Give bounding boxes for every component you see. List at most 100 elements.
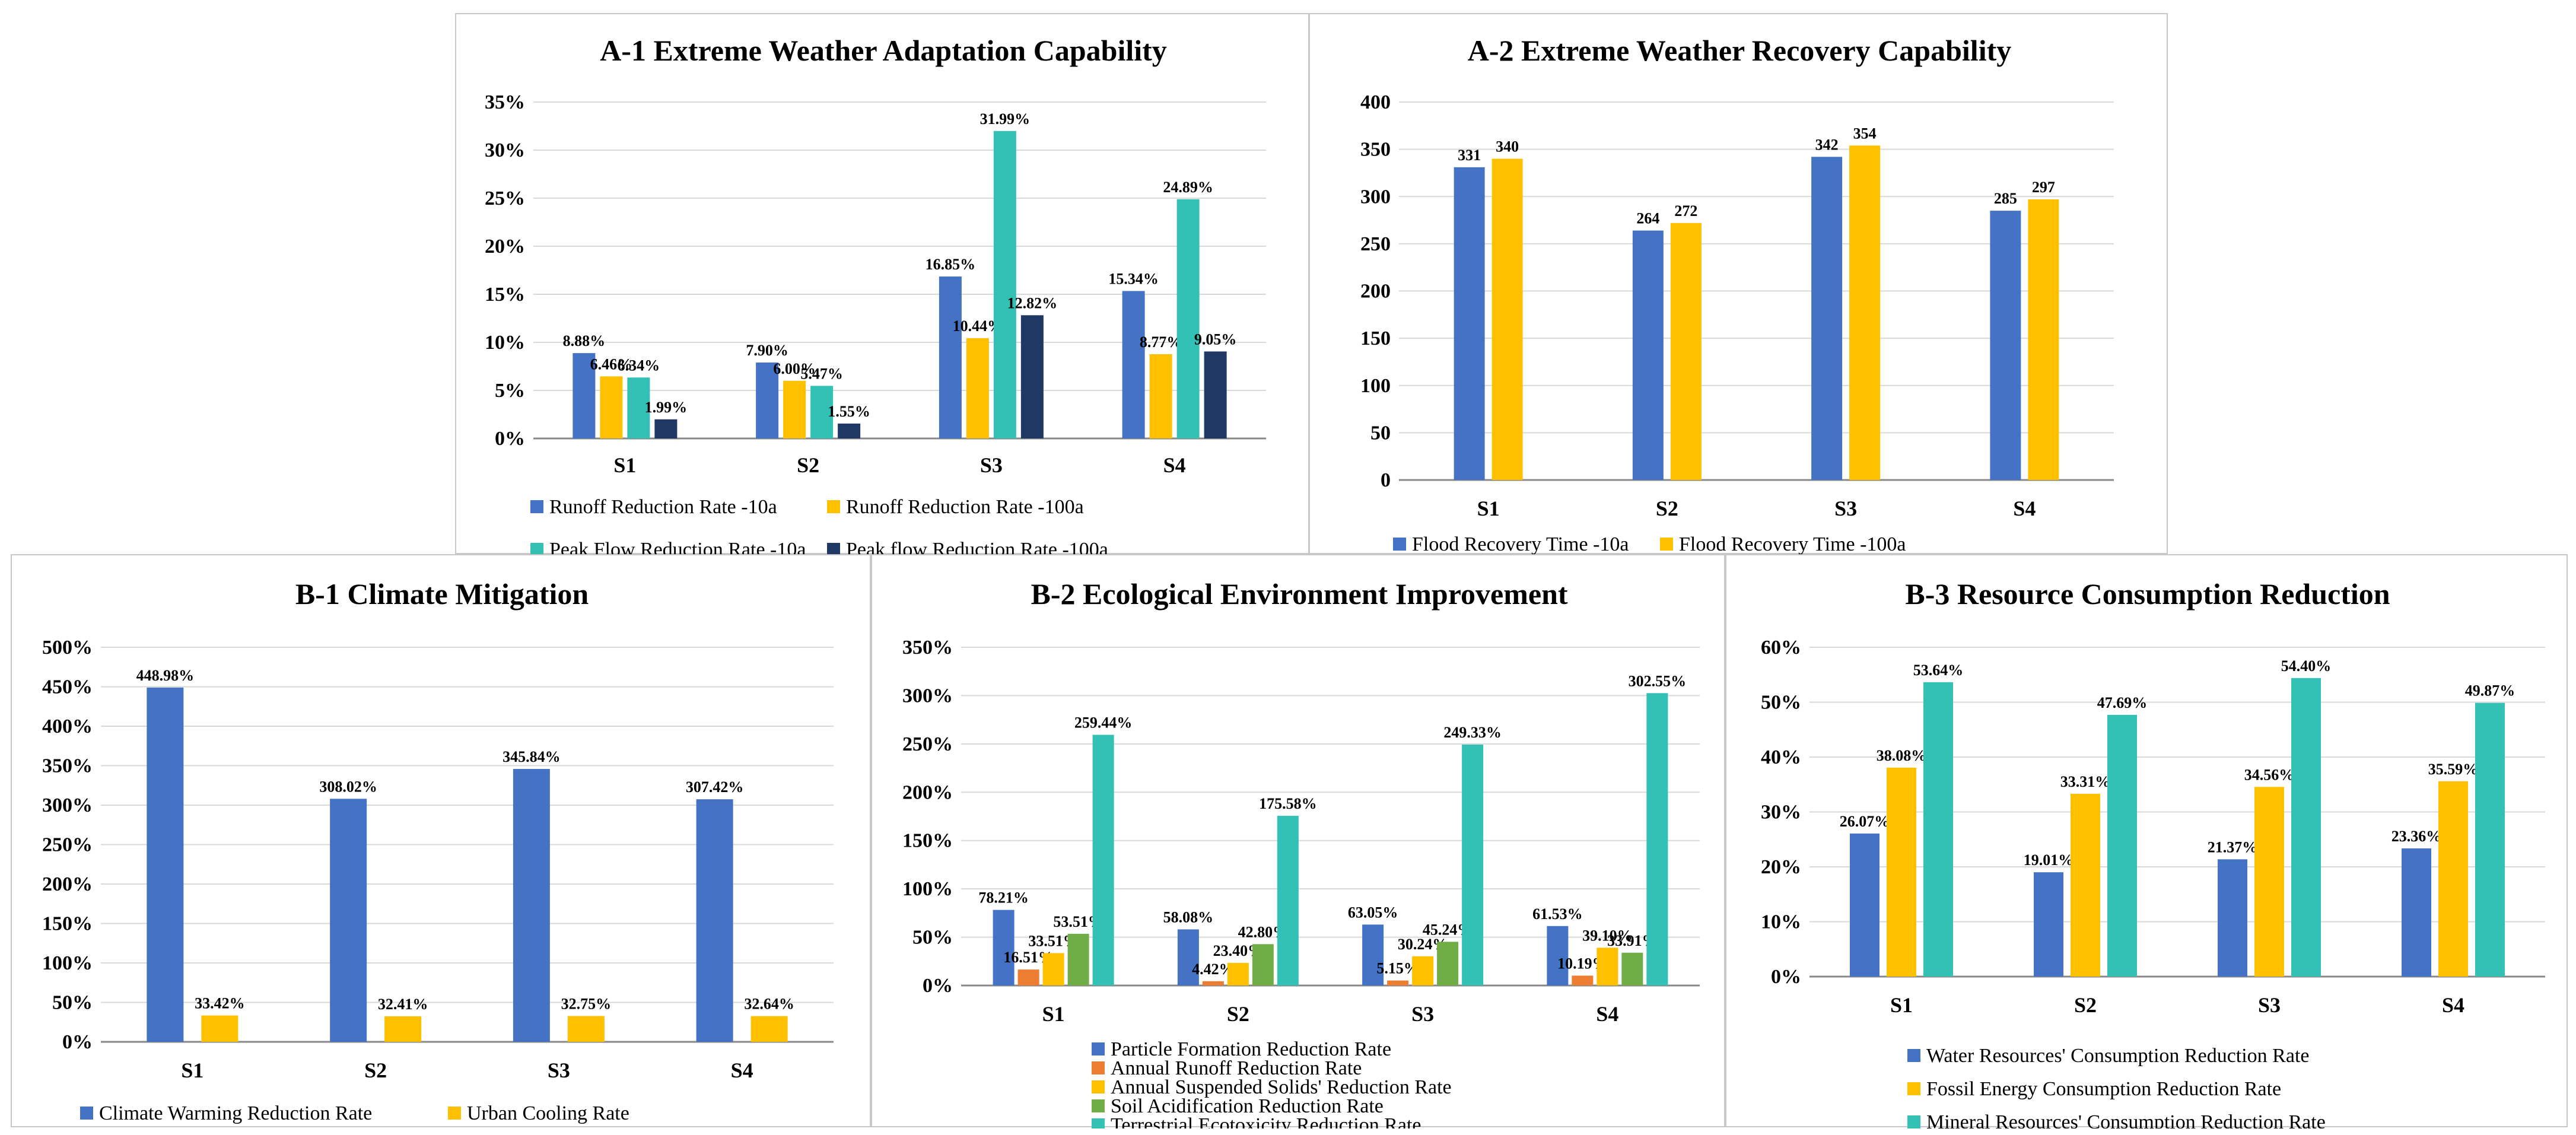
data-label: 345.84%	[503, 748, 561, 765]
y-tick-label: 40%	[1761, 746, 1801, 768]
bar	[1923, 682, 1953, 977]
bar	[1491, 158, 1523, 480]
bar	[1204, 351, 1227, 438]
bar	[1462, 744, 1484, 985]
bar	[384, 1016, 422, 1042]
y-tick-label: 0%	[923, 975, 953, 997]
data-label: 34.56%	[2244, 766, 2295, 783]
bar	[1811, 157, 1843, 480]
x-category-label: S4	[2013, 497, 2036, 520]
data-label: 12.82%	[1007, 294, 1058, 311]
bar	[1621, 952, 1643, 985]
y-tick-label: 0%	[1771, 966, 1801, 988]
legend-swatch	[1092, 1099, 1105, 1112]
data-label: 354	[1853, 125, 1877, 142]
x-category-label: S2	[364, 1058, 387, 1082]
legend-label: Annual Runoff Reduction Rate	[1111, 1057, 1362, 1079]
bar	[1850, 833, 1879, 977]
legend-label: Runoff Reduction Rate -10a	[549, 496, 777, 518]
data-label: 39.10%	[1582, 927, 1633, 944]
legend-swatch	[1393, 538, 1406, 551]
bar	[1849, 145, 1881, 480]
data-label: 448.98%	[136, 667, 195, 684]
bar	[1149, 354, 1172, 438]
legend-label: Flood Recovery Time -10a	[1412, 533, 1629, 555]
data-label: 38.08%	[1877, 747, 1927, 764]
legend-label: Soil Acidification Reduction Rate	[1111, 1095, 1384, 1117]
data-label: 272	[1674, 202, 1697, 220]
bar	[750, 1016, 788, 1042]
x-category-label: S2	[1227, 1002, 1249, 1026]
data-label: 249.33%	[1443, 724, 1502, 741]
data-label: 6.46%	[590, 355, 633, 373]
bar	[2028, 199, 2059, 480]
y-tick-label: 200%	[902, 781, 953, 803]
y-tick-label: 100%	[42, 952, 93, 974]
legend-label: Runoff Reduction Rate -100a	[846, 496, 1084, 518]
y-tick-label: 30%	[1761, 802, 1801, 824]
y-tick-label: 35%	[485, 91, 525, 113]
data-label: 35.59%	[2428, 761, 2479, 778]
data-label: 31.99%	[980, 110, 1031, 128]
bar	[1122, 291, 1145, 438]
data-label: 285	[1994, 190, 2017, 207]
y-tick-label: 150%	[902, 830, 953, 852]
bar	[2438, 781, 2468, 977]
legend-swatch	[1092, 1061, 1105, 1074]
data-label: 32.41%	[378, 996, 428, 1013]
legend-label: Annual Suspended Solids' Reduction Rate	[1111, 1076, 1452, 1098]
bar	[1176, 199, 1200, 438]
y-tick-label: 50%	[1761, 692, 1801, 714]
y-tick-label: 100%	[902, 878, 953, 900]
data-label: 8.88%	[563, 332, 606, 349]
legend-swatch	[827, 543, 840, 555]
bar	[2107, 714, 2137, 977]
data-label: 33.31%	[2060, 773, 2111, 790]
x-category-label: S4	[2442, 993, 2464, 1017]
y-tick-label: 250	[1360, 233, 1391, 255]
x-category-label: S3	[1834, 497, 1857, 520]
bar	[330, 799, 367, 1042]
bar	[1362, 924, 1384, 985]
y-tick-label: 30%	[485, 139, 525, 161]
x-category-label: S1	[181, 1058, 203, 1082]
data-label: 6.00%	[773, 360, 816, 377]
bar	[1632, 230, 1664, 480]
chart-title: A-1 Extreme Weather Adaptation Capabilit…	[600, 34, 1167, 67]
y-tick-label: 100	[1360, 375, 1391, 397]
chart-b3: B-3 Resource Consumption Reduction 0% 10% 2…	[1761, 577, 2545, 1128]
legend-label: Water Resources' Consumption Reduction R…	[1926, 1045, 2310, 1067]
x-category-label: S4	[1163, 453, 1186, 477]
bar	[1020, 315, 1044, 438]
y-tick-label: 0	[1381, 469, 1391, 491]
bar	[1017, 969, 1039, 985]
x-category-label: S3	[1411, 1002, 1434, 1026]
x-category-label: S1	[1042, 1002, 1065, 1026]
y-tick-label: 450%	[42, 676, 93, 698]
bar	[696, 799, 733, 1042]
data-label: 340	[1496, 138, 1519, 155]
bar	[513, 769, 550, 1042]
legend-label: Particle Formation Reduction Rate	[1111, 1038, 1391, 1060]
data-label: 7.90%	[746, 342, 788, 359]
legend-swatch	[530, 500, 543, 513]
bar	[2475, 702, 2505, 977]
legend-swatch	[1092, 1080, 1105, 1093]
bar	[600, 376, 623, 438]
y-tick-label: 300%	[42, 794, 93, 816]
legend-label: Peak Flow Reduction Rate -10a	[549, 539, 806, 555]
bar	[2071, 793, 2100, 977]
data-label: 175.58%	[1259, 795, 1317, 812]
bar	[1990, 211, 2021, 480]
y-tick-label: 5%	[495, 380, 525, 402]
bar	[2218, 859, 2247, 977]
y-tick-label: 250%	[42, 834, 93, 856]
data-label: 1.99%	[645, 399, 688, 416]
data-label: 32.75%	[561, 995, 612, 1012]
bar	[810, 386, 834, 438]
legend-label: Fossil Energy Consumption Reduction Rate	[1926, 1078, 2281, 1100]
legend-swatch	[80, 1107, 93, 1120]
x-category-label: S2	[1656, 497, 1678, 520]
bar	[1067, 933, 1089, 985]
bar	[1437, 942, 1459, 985]
